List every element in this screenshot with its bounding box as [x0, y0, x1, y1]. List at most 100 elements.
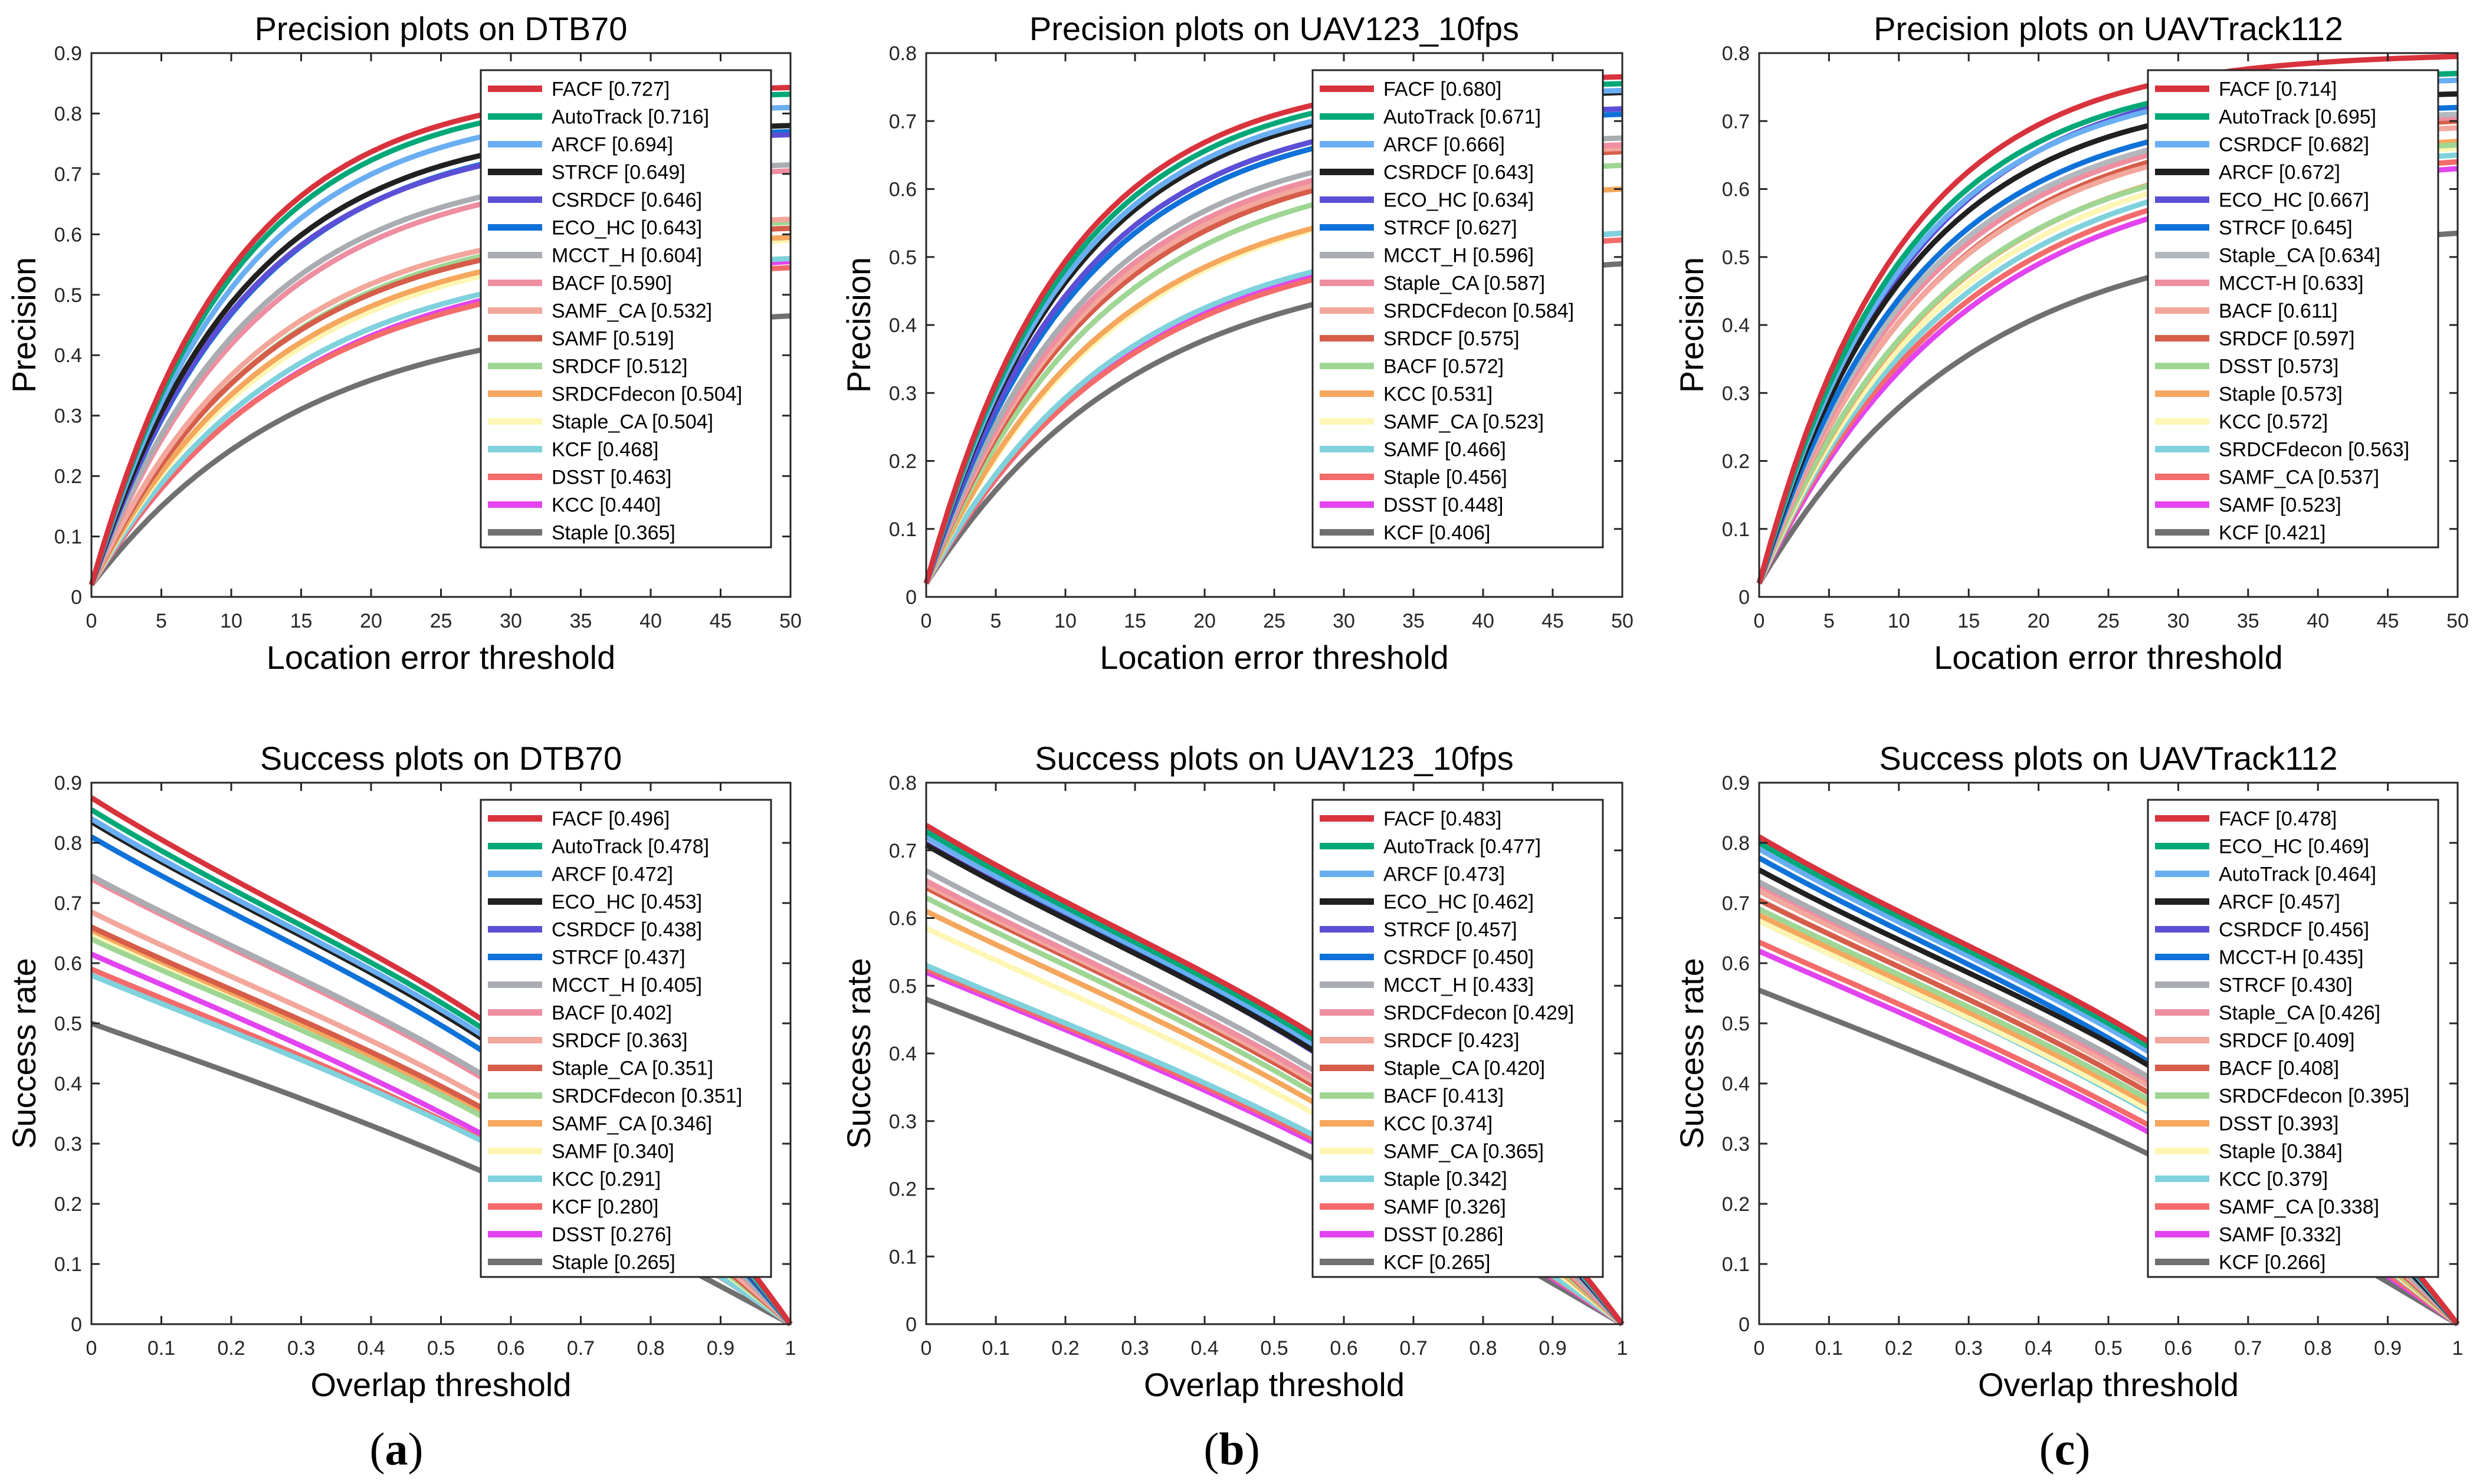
x-tick-label: 0.3	[287, 1337, 315, 1360]
x-tick-label: 0.7	[2234, 1337, 2262, 1360]
legend-label: AutoTrack [0.716]	[552, 106, 709, 129]
y-tick-label: 0.2	[889, 451, 917, 473]
legend-label: SRDCFdecon [0.429]	[1383, 1002, 1574, 1025]
legend-label: DSST [0.393]	[2219, 1113, 2339, 1135]
x-tick-label: 0.2	[217, 1337, 245, 1360]
legend-label: Staple [0.342]	[1383, 1168, 1507, 1191]
x-tick-label: 10	[1054, 610, 1077, 632]
y-tick-label: 0.4	[54, 1073, 82, 1095]
legend-label: SRDCFdecon [0.584]	[1383, 300, 1574, 323]
legend-label: ECO_HC [0.462]	[1383, 891, 1534, 914]
y-tick-label: 0.2	[1722, 451, 1750, 473]
x-tick-label: 0	[921, 610, 932, 632]
y-tick-label: 0.8	[54, 832, 82, 855]
legend-label: ECO_HC [0.634]	[1383, 189, 1534, 212]
legend-label: SRDCF [0.512]	[552, 356, 688, 378]
legend-label: SAMF [0.326]	[1383, 1196, 1506, 1219]
x-tick-label: 50	[2446, 610, 2469, 632]
x-tick-label: 20	[2028, 610, 2050, 632]
y-tick-label: 0.4	[54, 344, 82, 367]
legend-label: CSRDCF [0.643]	[1383, 162, 1534, 184]
y-tick-label: 0.6	[889, 179, 917, 201]
legend-label: Staple_CA [0.420]	[1383, 1058, 1545, 1080]
x-tick-label: 0	[1754, 610, 1765, 632]
x-axis-label: Overlap threshold	[1978, 1366, 2239, 1403]
y-tick-label: 0.6	[54, 953, 82, 975]
caption-b: (b)	[1203, 1423, 1260, 1475]
x-tick-label: 15	[1124, 610, 1146, 632]
legend-label: AutoTrack [0.477]	[1383, 836, 1541, 858]
x-tick-label: 0.3	[1955, 1337, 1983, 1360]
y-tick-label: 0.1	[889, 518, 917, 541]
legend-label: KCF [0.468]	[552, 439, 658, 461]
x-tick-label: 35	[570, 610, 592, 632]
legend-label: SAMF_CA [0.532]	[552, 300, 712, 323]
caption-c: (c)	[2039, 1423, 2091, 1475]
legend-label: SAMF_CA [0.365]	[1383, 1141, 1544, 1163]
legend-label: Staple [0.365]	[552, 522, 675, 544]
legend-label: FACF [0.714]	[2219, 78, 2337, 101]
legend-label: ARCF [0.472]	[552, 864, 673, 886]
legend-label: ECO_HC [0.453]	[552, 891, 702, 914]
legend-label: SRDCFdecon [0.563]	[2219, 439, 2409, 461]
legend-label: ARCF [0.694]	[552, 134, 673, 156]
x-tick-label: 35	[1402, 610, 1425, 632]
y-tick-label: 0.3	[889, 382, 917, 405]
x-tick-label: 0.5	[427, 1337, 455, 1360]
x-tick-label: 5	[1823, 610, 1835, 632]
y-tick-label: 0	[1739, 1314, 1750, 1336]
x-tick-label: 0.5	[1260, 1337, 1288, 1360]
y-tick-label: 0.8	[889, 42, 917, 65]
x-tick-label: 0.9	[2374, 1337, 2402, 1360]
legend-label: SAMF_CA [0.338]	[2219, 1196, 2379, 1219]
legend-label: SRDCFdecon [0.504]	[552, 383, 742, 406]
x-tick-label: 0	[1754, 1337, 1765, 1360]
legend-label: Staple_CA [0.634]	[2219, 245, 2380, 267]
x-tick-label: 40	[639, 610, 662, 632]
legend-label: FACF [0.483]	[1383, 808, 1501, 830]
y-tick-label: 0.9	[1722, 772, 1750, 794]
legend-label: KCC [0.440]	[552, 494, 661, 517]
legend-label: Staple [0.265]	[552, 1252, 675, 1274]
legend-label: MCCT_H [0.433]	[1383, 974, 1534, 997]
x-tick-label: 0	[86, 610, 97, 632]
legend-label: STRCF [0.649]	[552, 162, 685, 184]
legend-label: DSST [0.276]	[552, 1224, 672, 1246]
y-tick-label: 0.1	[1722, 1253, 1750, 1276]
legend: FACF [0.680] AutoTrack [0.671] ARCF [0.666…	[1311, 69, 1604, 549]
x-tick-label: 1	[1617, 1337, 1628, 1360]
chart-panel-1: 0 5 10 15 20 25 30 35 40 45 50 0 0.1 0.2 0.3 0.4 0.5 0.6 0…	[5, 10, 802, 676]
legend-label: BACF [0.408]	[2219, 1058, 2339, 1080]
x-axis-label: Overlap threshold	[310, 1366, 571, 1403]
legend-label: Staple [0.456]	[1383, 467, 1507, 489]
y-tick-label: 0.2	[1722, 1193, 1750, 1216]
y-tick-label: 0.3	[54, 405, 82, 428]
y-axis-label: Success rate	[840, 958, 877, 1149]
y-tick-label: 0.1	[889, 1246, 917, 1268]
legend-label: KCC [0.572]	[2219, 411, 2328, 434]
y-axis-label: Precision	[5, 257, 42, 393]
x-tick-label: 45	[2377, 610, 2399, 632]
y-axis-label: Precision	[1673, 257, 1710, 393]
legend-label: CSRDCF [0.456]	[2219, 919, 2369, 941]
x-tick-label: 0.4	[1190, 1337, 1218, 1360]
legend-label: AutoTrack [0.464]	[2219, 864, 2376, 886]
x-tick-label: 0.9	[1539, 1337, 1566, 1360]
legend-label: STRCF [0.430]	[2219, 974, 2353, 997]
y-tick-label: 0.8	[54, 103, 82, 125]
y-tick-label: 0	[906, 586, 917, 609]
legend-label: SRDCF [0.409]	[2219, 1030, 2355, 1052]
legend-label: MCCT_H [0.405]	[552, 974, 702, 997]
legend-label: BACF [0.402]	[552, 1002, 672, 1025]
legend-label: SAMF [0.340]	[552, 1141, 674, 1163]
y-tick-label: 0.7	[889, 840, 917, 862]
x-axis-label: Location error threshold	[1100, 639, 1448, 676]
x-tick-label: 20	[1193, 610, 1216, 632]
legend-label: SAMF [0.519]	[552, 328, 674, 350]
chart-panel-2: 0 5 10 15 20 25 30 35 40 45 50 0 0.1 0.2 0.3 0.4 0.5 0.6 0…	[840, 10, 1634, 676]
y-tick-label: 0.7	[54, 163, 82, 186]
y-tick-label: 0	[906, 1314, 917, 1336]
x-tick-label: 25	[430, 610, 452, 632]
x-tick-label: 45	[710, 610, 732, 632]
legend-label: STRCF [0.437]	[552, 947, 685, 969]
